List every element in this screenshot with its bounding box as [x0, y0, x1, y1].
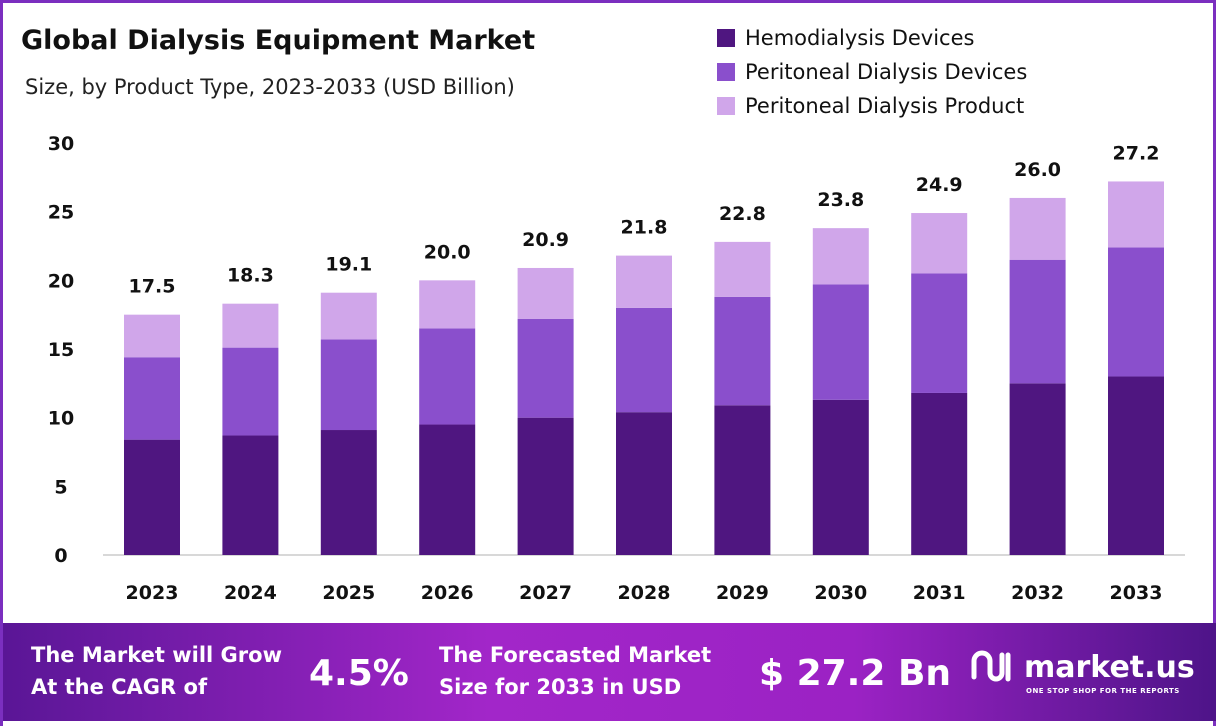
logo: market.us ONE STOP SHOP FOR THE REPORTS — [968, 647, 1195, 695]
logo-tagline: ONE STOP SHOP FOR THE REPORTS — [1026, 687, 1180, 695]
x-tick-label: 2029 — [716, 582, 769, 604]
x-tick-label: 2027 — [519, 582, 572, 604]
legend: Hemodialysis Devices Peritoneal Dialysis… — [717, 21, 1027, 123]
legend-swatch — [717, 29, 735, 47]
cagr-label: The Market will Grow At the CAGR of — [31, 639, 282, 703]
bar-chart: 05101520253017.5202318.3202419.1202520.0… — [48, 133, 1185, 604]
data-label: 21.8 — [621, 217, 668, 239]
x-tick-label: 2023 — [126, 582, 179, 604]
x-tick-label: 2024 — [224, 582, 277, 604]
bar-segment — [320, 339, 377, 431]
bar-segment — [1108, 181, 1164, 248]
bar-segment — [517, 417, 574, 555]
bar-segment — [616, 307, 672, 413]
bar-segment — [714, 405, 771, 555]
bar-segment — [911, 392, 968, 555]
chart-subtitle: Size, by Product Type, 2023-2033 (USD Bi… — [25, 75, 515, 99]
legend-label: Peritoneal Dialysis Devices — [745, 60, 1028, 84]
data-label: 23.8 — [817, 189, 864, 211]
bar-segment — [222, 303, 279, 348]
data-label: 18.3 — [227, 265, 274, 287]
x-tick-label: 2031 — [913, 582, 966, 604]
y-tick-label: 15 — [48, 339, 74, 361]
forecast-label-line: Size for 2033 in USD — [439, 675, 682, 699]
legend-label: Peritoneal Dialysis Product — [745, 94, 1025, 118]
bar-segment — [1009, 383, 1066, 555]
bar-segment — [616, 412, 672, 555]
forecast-value: $ 27.2 Bn — [759, 653, 952, 694]
chart-title: Global Dialysis Equipment Market — [21, 25, 536, 56]
data-label: 17.5 — [129, 276, 176, 298]
legend-swatch — [717, 97, 735, 115]
cagr-label-line: The Market will Grow — [31, 643, 282, 667]
data-label: 20.0 — [424, 241, 471, 263]
forecast-label: The Forecasted Market Size for 2033 in U… — [439, 639, 711, 703]
bar-segment — [616, 255, 672, 308]
cagr-value: 4.5% — [309, 653, 409, 694]
bar-segment — [714, 296, 771, 406]
x-tick-label: 2025 — [322, 582, 375, 604]
x-tick-label: 2033 — [1110, 582, 1163, 604]
bar-segment — [517, 318, 574, 418]
bar-segment — [1009, 197, 1066, 260]
bar-segment — [222, 435, 279, 555]
bar-segment — [911, 273, 968, 393]
cagr-label-line: At the CAGR of — [31, 675, 208, 699]
data-label: 27.2 — [1113, 142, 1160, 164]
bar-segment — [124, 439, 180, 555]
data-label: 19.1 — [325, 254, 372, 276]
bar-segment — [812, 228, 869, 285]
bar-segment — [517, 267, 574, 319]
legend-item-pd-devices: Peritoneal Dialysis Devices — [717, 55, 1027, 89]
footer-banner: The Market will Grow At the CAGR of 4.5%… — [3, 623, 1216, 721]
legend-swatch — [717, 63, 735, 81]
bar-segment — [812, 399, 869, 555]
bar-segment — [911, 213, 968, 274]
logo-icon — [971, 650, 1011, 682]
x-tick-label: 2030 — [814, 582, 867, 604]
y-tick-label: 20 — [48, 270, 74, 292]
y-tick-label: 30 — [48, 133, 74, 155]
data-label: 24.9 — [916, 174, 963, 196]
x-tick-label: 2026 — [421, 582, 474, 604]
forecast-label-line: The Forecasted Market — [439, 643, 712, 667]
x-tick-label: 2028 — [618, 582, 671, 604]
bar-segment — [812, 284, 869, 400]
bar-segment — [419, 424, 476, 555]
y-tick-label: 0 — [54, 545, 67, 567]
bar-segment — [1108, 376, 1164, 555]
bar-segment — [124, 357, 180, 440]
data-label: 22.8 — [719, 203, 766, 225]
bar-segment — [1108, 247, 1164, 377]
y-tick-label: 25 — [48, 202, 74, 224]
data-label: 26.0 — [1014, 159, 1061, 181]
y-tick-label: 5 — [54, 476, 67, 498]
bar-segment — [124, 314, 180, 358]
y-tick-label: 10 — [48, 408, 74, 430]
legend-item-hemodialysis: Hemodialysis Devices — [717, 21, 1027, 55]
bar-segment — [320, 430, 377, 555]
bar-segment — [320, 292, 377, 340]
x-tick-label: 2032 — [1011, 582, 1064, 604]
legend-label: Hemodialysis Devices — [745, 26, 975, 50]
bar-segment — [419, 328, 476, 425]
bar-segment — [222, 347, 279, 436]
legend-item-pd-product: Peritoneal Dialysis Product — [717, 89, 1027, 123]
bar-segment — [419, 280, 476, 329]
data-label: 20.9 — [522, 229, 569, 251]
bar-segment — [714, 241, 771, 297]
logo-name: market.us — [1024, 649, 1195, 685]
bar-segment — [1009, 259, 1066, 384]
